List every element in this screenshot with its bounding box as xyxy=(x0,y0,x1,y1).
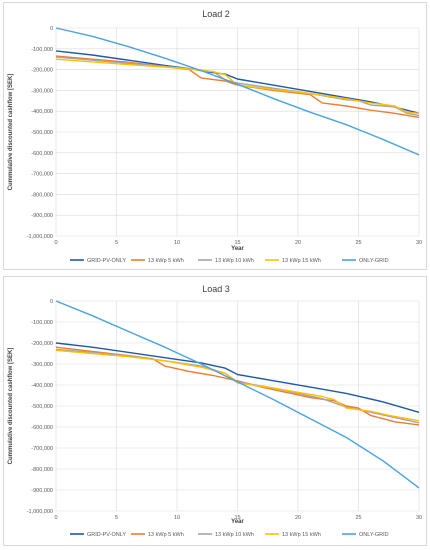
y-tick-label: -400,000 xyxy=(31,383,53,389)
chart-panel-load-3: Load 3 0 -100,000 -200,000 -300,000 -400,000 -… xyxy=(3,276,427,546)
legend-label: GRID-PV-ONLY xyxy=(87,258,126,264)
y-tick-label: -400,000 xyxy=(31,109,53,115)
x-tick-label: 10 xyxy=(174,515,180,521)
y-tick-label: -100,000 xyxy=(31,47,53,53)
y-tick-label: -700,000 xyxy=(31,172,53,178)
series-line xyxy=(55,349,420,422)
y-axis-label: Cummulative discounted cashflow [SEK] xyxy=(8,74,14,191)
y-tick-label: -600,000 xyxy=(31,425,53,431)
legend-label: GRID-PV-ONLY xyxy=(87,532,126,538)
series-line xyxy=(55,342,420,413)
legend-label: 13 kWp 15 kWh xyxy=(282,532,321,538)
y-tick-label: -500,000 xyxy=(31,404,53,410)
y-tick-label: -800,000 xyxy=(31,192,53,198)
y-tick-label: -900,000 xyxy=(31,488,53,494)
x-tick-label: 0 xyxy=(54,515,57,521)
legend-label: 13 kWp 15 kWh xyxy=(282,258,321,264)
x-tick-label: 5 xyxy=(115,515,118,521)
chart-svg-load-2: Load 2 0 -100,000 -200,000 -300,000 -400,000 -… xyxy=(8,9,422,264)
y-tick-label: -500,000 xyxy=(31,130,53,136)
x-tick-label: 25 xyxy=(355,240,361,246)
x-tick-label: 10 xyxy=(174,240,180,246)
x-tick-label: 15 xyxy=(234,240,240,246)
legend-label: ONLY-GRID xyxy=(359,258,389,264)
x-tick-label: 30 xyxy=(416,240,422,246)
x-tick-label: 25 xyxy=(355,515,361,521)
x-axis-label: Year xyxy=(231,519,244,525)
y-tick-label: -300,000 xyxy=(31,88,53,94)
x-tick-label: 0 xyxy=(54,240,57,246)
x-tick-label: 20 xyxy=(295,515,301,521)
x-tick-label: 5 xyxy=(115,240,118,246)
y-tick-label: -200,000 xyxy=(31,341,53,347)
y-tick-label: 0 xyxy=(50,26,53,32)
series-line xyxy=(55,56,420,117)
legend-label: 13 kWp 5 kWh xyxy=(148,258,184,264)
legend-label: 13 kWp 10 kWh xyxy=(215,532,254,538)
legend-label: 13 kWp 10 kWh xyxy=(215,258,254,264)
y-tick-label: -700,000 xyxy=(31,446,53,452)
legend-label: ONLY-GRID xyxy=(359,532,389,538)
x-tick-label: 20 xyxy=(295,240,301,246)
y-tick-label: -1,000,000 xyxy=(27,509,53,515)
y-tick-label: -800,000 xyxy=(31,467,53,473)
chart-panel-load-2: Load 2 0 -100,000 -200,000 -300,000 -400,000 -… xyxy=(3,2,427,270)
series-line xyxy=(55,58,420,114)
legend-label: 13 kWp 5 kWh xyxy=(148,532,184,538)
x-tick-label: 15 xyxy=(234,515,240,521)
y-tick-label: -600,000 xyxy=(31,151,53,157)
chart-title: Load 3 xyxy=(202,284,230,294)
series-line xyxy=(55,50,420,114)
y-axis-label: Cummulative discounted cashflow [SEK] xyxy=(8,348,14,465)
x-tick-label: 30 xyxy=(416,515,422,521)
y-tick-label: -1,000,000 xyxy=(27,234,53,240)
y-tick-label: -100,000 xyxy=(31,320,53,326)
x-axis-label: Year xyxy=(231,246,244,252)
y-tick-label: 0 xyxy=(50,299,53,305)
y-tick-label: -300,000 xyxy=(31,362,53,368)
series-line xyxy=(55,300,420,489)
chart-svg-load-3: Load 3 0 -100,000 -200,000 -300,000 -400,000 -… xyxy=(8,284,422,538)
y-tick-label: -200,000 xyxy=(31,68,53,74)
y-tick-label: -900,000 xyxy=(31,213,53,219)
series-line xyxy=(55,27,420,156)
chart-title: Load 2 xyxy=(202,9,230,19)
